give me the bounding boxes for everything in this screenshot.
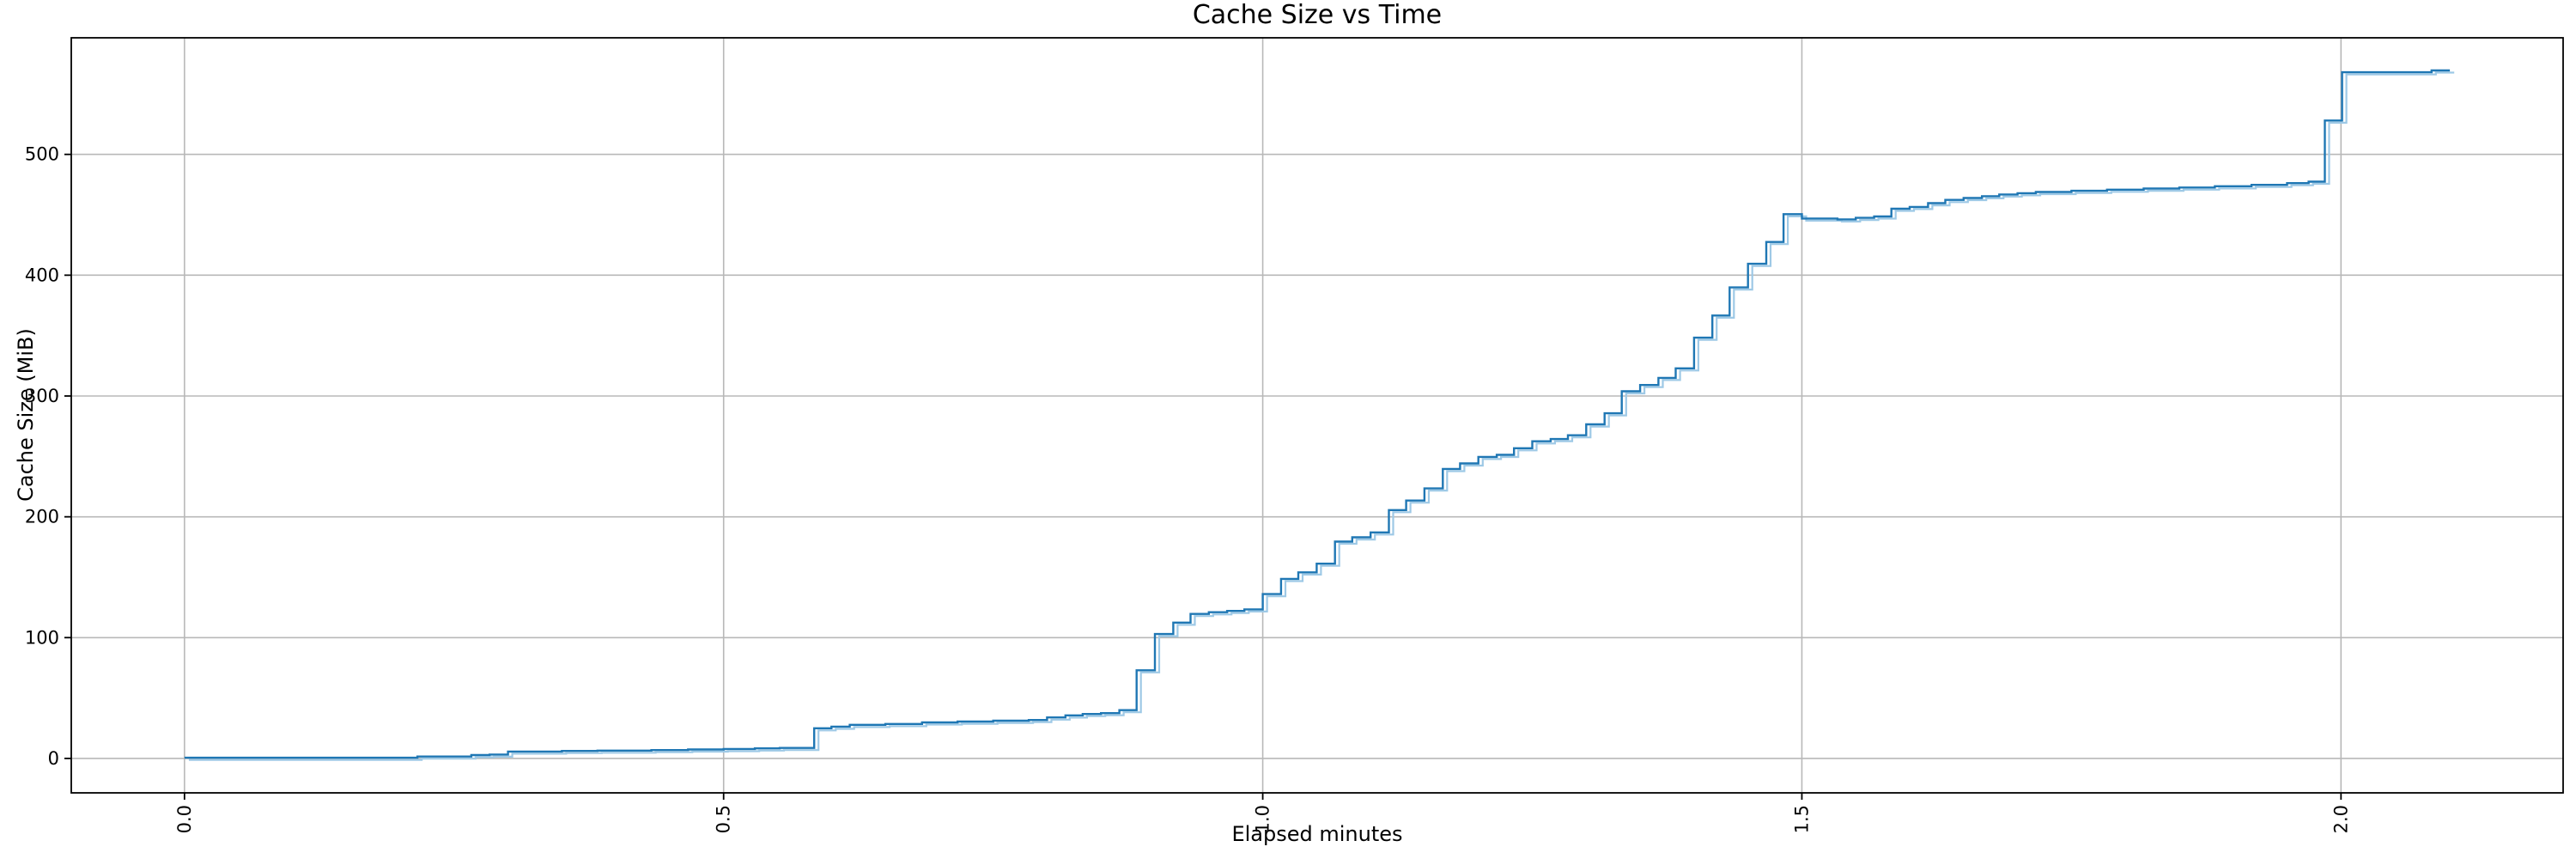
- x-tick-label: 1.5: [1791, 805, 1812, 833]
- plot-border: [70, 37, 2564, 794]
- x-tick-label: 2.0: [2330, 805, 2351, 833]
- y-tick-label: 100: [25, 627, 59, 648]
- cache-size-line-shadow: [188, 71, 2455, 761]
- x-tick-label: 0.5: [714, 805, 734, 833]
- y-tick-label: 500: [25, 144, 59, 165]
- y-tick-label: 200: [25, 507, 59, 527]
- y-tick-label: 0: [48, 748, 59, 769]
- y-tick-label: 300: [25, 386, 59, 406]
- chart-title: Cache Size vs Time: [1192, 0, 1443, 30]
- y-tick-label: 400: [25, 265, 59, 285]
- y-axis-label: Cache Size (MiB): [14, 328, 38, 502]
- cache-size-line: [184, 69, 2451, 759]
- x-tick-label: 0.0: [174, 805, 195, 833]
- x-axis-label: Elapsed minutes: [1231, 822, 1403, 846]
- x-tick-label: 1.0: [1253, 805, 1273, 833]
